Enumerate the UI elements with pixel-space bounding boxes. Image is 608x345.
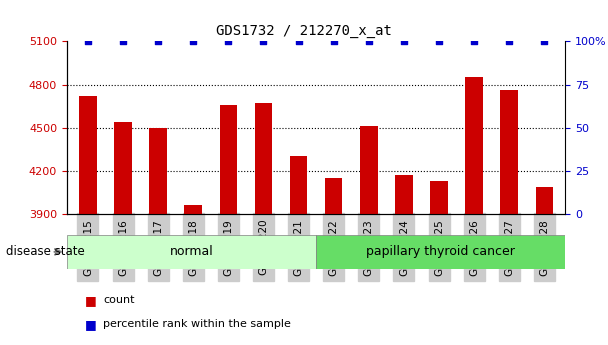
Bar: [500, 90, 518, 214]
Bar: [465, 77, 483, 214]
FancyBboxPatch shape: [67, 235, 316, 269]
Bar: [395, 175, 413, 214]
Point: [329, 39, 339, 44]
Point: [294, 39, 303, 44]
Bar: [325, 178, 342, 214]
Bar: [79, 96, 97, 214]
Bar: [114, 122, 132, 214]
Bar: [536, 187, 553, 214]
Text: normal: normal: [170, 245, 213, 258]
Bar: [360, 126, 378, 214]
Point: [83, 39, 93, 44]
Text: count: count: [103, 295, 135, 305]
Point: [118, 39, 128, 44]
Bar: [184, 205, 202, 214]
Bar: [219, 105, 237, 214]
Text: GDS1732 / 212270_x_at: GDS1732 / 212270_x_at: [216, 24, 392, 38]
Point: [434, 39, 444, 44]
Bar: [290, 156, 308, 214]
Bar: [255, 103, 272, 214]
Point: [188, 39, 198, 44]
Point: [399, 39, 409, 44]
Point: [258, 39, 268, 44]
Text: disease state: disease state: [6, 245, 85, 258]
Point: [539, 39, 549, 44]
Bar: [150, 128, 167, 214]
Point: [224, 39, 233, 44]
Text: ■: ■: [85, 318, 97, 331]
Point: [469, 39, 479, 44]
Bar: [430, 181, 448, 214]
Point: [153, 39, 163, 44]
Point: [364, 39, 374, 44]
Text: papillary thyroid cancer: papillary thyroid cancer: [367, 245, 515, 258]
Point: [505, 39, 514, 44]
Text: ■: ■: [85, 294, 97, 307]
Text: percentile rank within the sample: percentile rank within the sample: [103, 319, 291, 329]
FancyBboxPatch shape: [316, 235, 565, 269]
